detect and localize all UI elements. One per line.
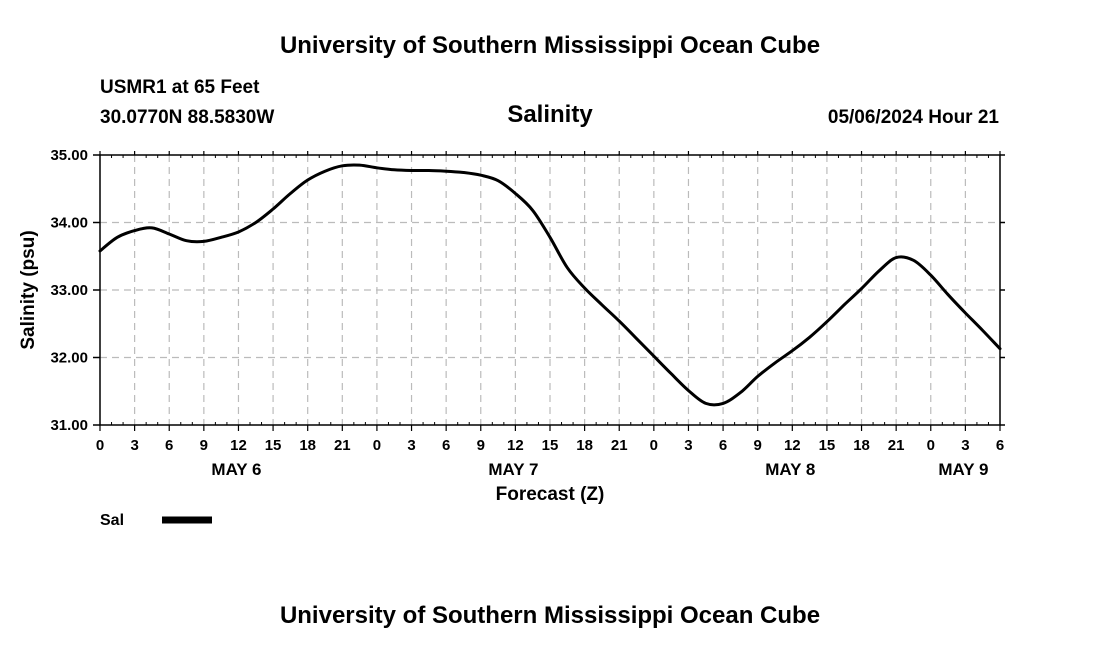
y-axis-label: Salinity (psu) <box>18 230 39 349</box>
x-tick-label: 18 <box>576 437 593 454</box>
x-tick-label: 18 <box>299 437 316 454</box>
station-coordinates: 30.0770N 88.5830W <box>100 107 275 128</box>
x-tick-label: 6 <box>996 437 1004 454</box>
footer-title: University of Southern Mississippi Ocean… <box>279 602 821 629</box>
page-title: University of Southern Mississippi Ocean… <box>279 32 821 59</box>
day-labels: MAY 6 MAY 7 MAY 8 MAY 9 <box>211 460 988 479</box>
x-tick-label: 12 <box>230 437 247 454</box>
y-tick-label: 34.00 <box>50 215 88 232</box>
salinity-line <box>98 163 1002 407</box>
x-tick-label: 21 <box>334 437 351 454</box>
x-axis-label: Forecast (Z) <box>496 484 605 505</box>
y-tick-label: 35.00 <box>50 147 88 164</box>
forecast-datetime: 05/06/2024 Hour 21 <box>827 107 999 128</box>
x-tick-label: 3 <box>961 437 969 454</box>
day-label: MAY 7 <box>488 460 538 479</box>
y-tick-labels: 31.00 32.00 33.00 34.00 35.00 <box>50 147 88 434</box>
chart-title: Salinity <box>507 101 593 128</box>
x-tick-label: 3 <box>684 437 692 454</box>
x-tick-label: 3 <box>407 437 415 454</box>
y-tick-label: 31.00 <box>50 417 88 434</box>
x-tick-label: 0 <box>650 437 658 454</box>
x-tick-label: 0 <box>96 437 104 454</box>
y-tick-label: 33.00 <box>50 282 88 299</box>
x-tick-label: 18 <box>853 437 870 454</box>
x-tick-label: 12 <box>784 437 801 454</box>
x-tick-label: 6 <box>719 437 727 454</box>
x-tick-label: 0 <box>927 437 935 454</box>
plot-frame <box>99 154 1001 426</box>
x-tick-label: 15 <box>265 437 282 454</box>
y-tick-label: 32.00 <box>50 350 88 367</box>
x-tick-label: 6 <box>165 437 173 454</box>
x-tick-label: 9 <box>200 437 208 454</box>
axis-ticks <box>93 151 1005 431</box>
x-tick-label: 0 <box>373 437 381 454</box>
day-label: MAY 9 <box>938 460 988 479</box>
x-tick-label: 6 <box>442 437 450 454</box>
station-label: USMR1 at 65 Feet <box>100 77 260 98</box>
x-tick-label: 3 <box>130 437 138 454</box>
x-tick-label: 21 <box>611 437 628 454</box>
x-tick-label: 21 <box>888 437 905 454</box>
x-tick-labels: 0 3 6 9 12 15 18 21 0 3 6 9 12 15 18 21 0 3 6 9 12 15 18 21 0 3 6 <box>96 437 1004 454</box>
day-label: MAY 8 <box>765 460 815 479</box>
x-tick-label: 9 <box>754 437 762 454</box>
grid-lines <box>100 154 1000 425</box>
x-tick-label: 15 <box>819 437 836 454</box>
legend-label: Sal <box>100 512 124 529</box>
x-tick-label: 9 <box>477 437 485 454</box>
x-tick-label: 12 <box>507 437 524 454</box>
day-label: MAY 6 <box>211 460 261 479</box>
x-tick-label: 15 <box>542 437 559 454</box>
